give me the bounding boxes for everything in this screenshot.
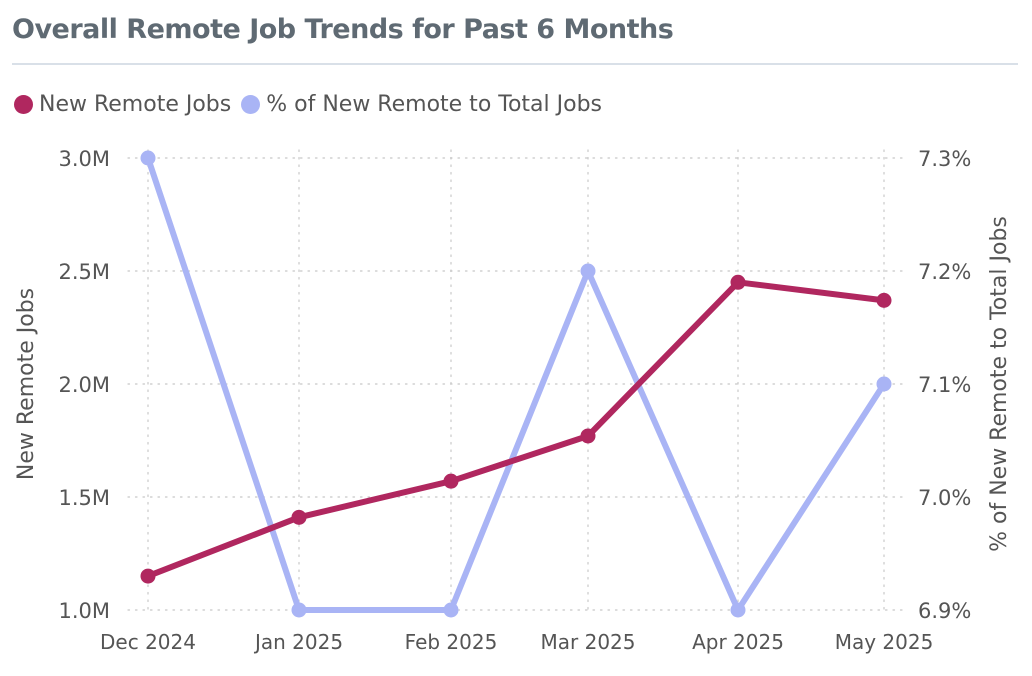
y-right-tick-label: 7.3% <box>918 147 971 171</box>
y-left-tick-label: 2.0M <box>58 373 110 397</box>
x-tick-label: Mar 2025 <box>541 630 636 654</box>
legend-marker-series1 <box>14 95 33 114</box>
y-right-axis-title: % of New Remote to Total Jobs <box>987 216 1012 552</box>
series-line-pct-remote <box>145 155 887 613</box>
legend: New Remote Jobs % of New Remote to Total… <box>14 92 612 117</box>
x-tick-label: Feb 2025 <box>405 630 498 654</box>
legend-item-pct-remote[interactable]: % of New Remote to Total Jobs <box>241 92 602 117</box>
y-left-tick-label: 2.5M <box>58 260 110 284</box>
data-point-new-remote-jobs <box>580 428 596 444</box>
legend-label-series2: % of New Remote to Total Jobs <box>266 92 603 117</box>
x-tick-label: Jan 2025 <box>253 630 343 654</box>
y-left-tick-label: 3.0M <box>58 147 110 171</box>
data-point-new-remote-jobs <box>291 509 307 525</box>
series-points <box>140 150 892 618</box>
data-point-pct-remote <box>140 150 156 166</box>
data-point-pct-remote <box>730 602 746 618</box>
legend-label-series1: New Remote Jobs <box>39 92 232 117</box>
data-point-new-remote-jobs <box>443 473 459 489</box>
x-tick-label: Apr 2025 <box>692 630 784 654</box>
data-point-pct-remote <box>443 602 459 618</box>
data-point-pct-remote <box>876 376 892 392</box>
legend-item-new-remote-jobs[interactable]: New Remote Jobs <box>14 92 231 117</box>
series-line-new-remote-jobs <box>145 279 887 580</box>
y-right-tick-label: 7.0% <box>918 486 971 510</box>
title-divider <box>12 63 1018 65</box>
data-point-new-remote-jobs <box>730 274 746 290</box>
y-right-tick-label: 7.1% <box>918 373 971 397</box>
legend-marker-series2 <box>241 95 261 114</box>
x-tick-label: Dec 2024 <box>100 630 196 654</box>
x-tick-label: May 2025 <box>835 630 934 654</box>
data-point-new-remote-jobs <box>876 292 892 308</box>
y-left-axis-title: New Remote Jobs <box>14 288 39 480</box>
y-right-tick-label: 6.9% <box>918 599 971 623</box>
data-point-pct-remote <box>580 263 596 279</box>
data-point-new-remote-jobs <box>140 568 156 584</box>
y-left-tick-label: 1.5M <box>58 486 110 510</box>
series-lines <box>145 155 887 613</box>
chart-title: Overall Remote Job Trends for Past 6 Mon… <box>12 14 674 45</box>
data-point-pct-remote <box>291 602 307 618</box>
axis-labels: 1.0M 6.9% 1.5M 7.0% 2.0M 7.1% 2.5M 7.2% 3.0M 7.3%… <box>14 147 1012 654</box>
y-left-tick-label: 1.0M <box>58 599 110 623</box>
gridlines <box>127 149 906 611</box>
y-right-tick-label: 7.2% <box>918 260 971 284</box>
